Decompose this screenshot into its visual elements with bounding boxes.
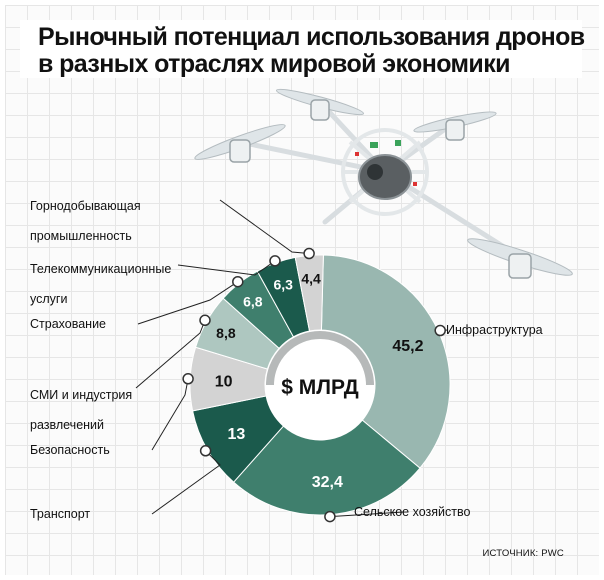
center-hole — [265, 330, 375, 440]
label-infrastructure: Инфраструктура — [446, 323, 543, 337]
drone-illustration — [194, 88, 573, 279]
leader-dot — [182, 373, 194, 385]
leader-dot — [199, 445, 212, 457]
leader-line — [151, 450, 221, 515]
label-telecom: Телекоммуникационные услуги — [30, 247, 171, 307]
center-unit-label: $ МЛРД — [281, 376, 358, 399]
label-telecom-line-2: услуги — [30, 292, 68, 306]
leader-dot — [324, 510, 336, 523]
leader-dot — [199, 314, 211, 327]
label-media: СМИ и индустрия развлечений — [30, 373, 132, 433]
chart-title-line-1: Рыночный потенциал использования дронов — [38, 23, 585, 51]
leader-line — [177, 260, 276, 276]
label-mining: Горнодобывающая промышленность — [30, 184, 141, 244]
label-transport: Транспорт — [30, 507, 91, 521]
label-agriculture: Сельское хозяйство — [354, 505, 471, 519]
label-insurance: Страхование — [30, 317, 107, 331]
leader-dot — [269, 255, 281, 267]
segment-value-label: 13 — [228, 426, 246, 443]
leader-dot — [434, 324, 446, 337]
center-hole-edge — [266, 331, 374, 386]
segment-value-label: 32,4 — [312, 474, 343, 491]
segment-value-label: 8,8 — [216, 325, 236, 341]
segment-value-label: 6,8 — [243, 294, 263, 310]
label-mining-line-2: промышленность — [30, 229, 132, 243]
segment-value-label: 6,3 — [273, 277, 293, 293]
leader-line — [329, 511, 405, 518]
label-media-line-1: СМИ и индустрия — [30, 388, 133, 402]
segment-value-label: 4,4 — [301, 270, 321, 286]
leader-line — [151, 378, 189, 451]
leader-line — [137, 281, 239, 325]
source-note: ИСТОЧНИК: PWC — [482, 548, 564, 559]
segment-value-label: 45,2 — [392, 338, 423, 355]
title-box: Рыночный потенциал использования дронов … — [20, 20, 585, 78]
label-security: Безопасность — [30, 443, 110, 457]
label-mining-line-1: Горнодобывающая — [30, 199, 141, 213]
leader-dot — [232, 275, 244, 288]
label-telecom-line-1: Телекоммуникационные — [30, 262, 172, 276]
segment-value-label: 10 — [215, 373, 233, 390]
leader-line — [219, 199, 310, 254]
label-media-line-2: развлечений — [30, 418, 105, 432]
leader-dot — [303, 247, 315, 260]
chart-title-line-2: в разных отраслях мировой экономики — [38, 50, 510, 78]
